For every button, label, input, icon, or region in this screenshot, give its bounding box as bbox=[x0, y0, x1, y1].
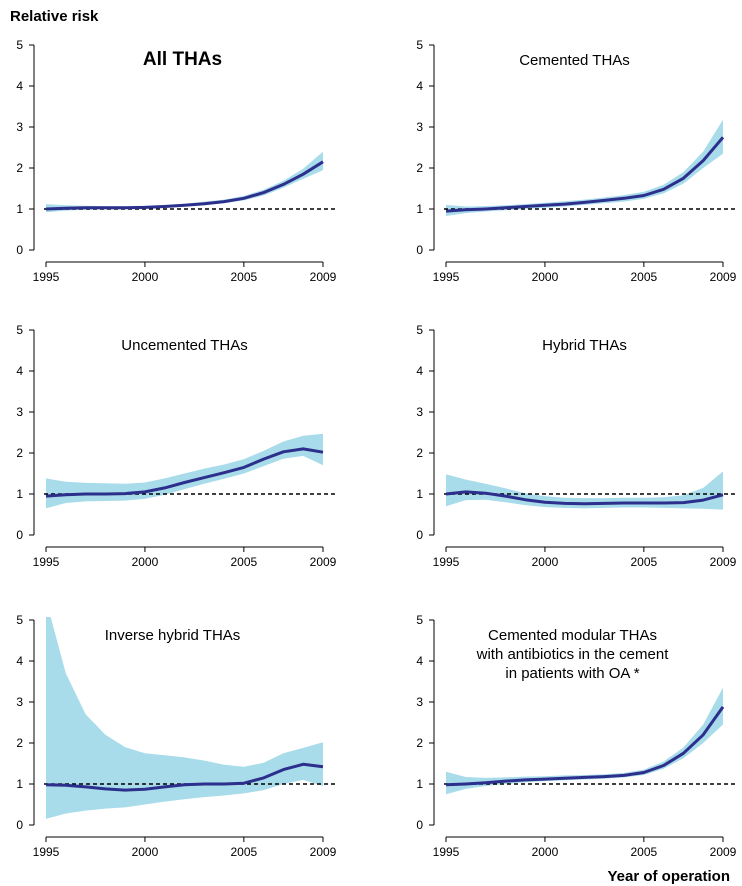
x-tick-label: 2005 bbox=[231, 845, 258, 859]
y-tick-label: 4 bbox=[416, 364, 423, 378]
y-tick-label: 3 bbox=[416, 405, 423, 419]
confidence-band bbox=[446, 471, 723, 510]
panel-cemented-modular-thas: 0 1 2 3 4 5 1995 2000 2005 2009 Cemented modular T… bbox=[416, 613, 736, 859]
y-tick-label: 0 bbox=[416, 243, 423, 257]
y-tick-label: 4 bbox=[16, 654, 23, 668]
panel-hybrid-thas: 0 1 2 3 4 5 1995 2000 2005 2009 Hybrid THAs bbox=[416, 323, 736, 569]
x-tick-label: 2000 bbox=[132, 270, 159, 284]
x-tick-label: 2005 bbox=[231, 555, 258, 569]
x-axis-label: Year of operation bbox=[607, 868, 730, 885]
estimate-line bbox=[45, 160, 324, 211]
x-tick-label: 2005 bbox=[631, 270, 658, 284]
x-tick-label: 1995 bbox=[433, 555, 460, 569]
x-tick-label: 2000 bbox=[532, 555, 559, 569]
estimate-line bbox=[445, 136, 725, 213]
panel-title: Hybrid THAs bbox=[542, 337, 627, 354]
y-tick-label: 2 bbox=[16, 736, 23, 750]
y-tick-label: 2 bbox=[416, 161, 423, 175]
y-tick-label: 4 bbox=[16, 79, 23, 93]
y-tick-label: 3 bbox=[416, 120, 423, 134]
panel-title: in patients with OA * bbox=[505, 665, 639, 682]
panel-title: Inverse hybrid THAs bbox=[105, 627, 241, 644]
panel-inverse-hybrid-thas: 0 1 2 3 4 5 1995 2000 2005 2009 Inverse hybrid THA… bbox=[16, 613, 337, 859]
panel-title: Cemented modular THAs bbox=[488, 627, 657, 644]
confidence-band bbox=[46, 617, 323, 819]
y-tick-label: 0 bbox=[416, 528, 423, 542]
y-tick-label: 3 bbox=[16, 695, 23, 709]
x-tick-label: 2009 bbox=[310, 845, 337, 859]
y-tick-label: 5 bbox=[416, 323, 423, 337]
x-tick-label: 2000 bbox=[132, 845, 159, 859]
y-tick-label: 1 bbox=[16, 202, 23, 216]
x-tick-label: 2005 bbox=[631, 555, 658, 569]
panel-title: All THAs bbox=[143, 49, 222, 70]
y-tick-label: 1 bbox=[16, 487, 23, 501]
x-tick-label: 2005 bbox=[231, 270, 258, 284]
x-tick-label: 2005 bbox=[631, 845, 658, 859]
y-axis-label: Relative risk bbox=[10, 8, 99, 25]
x-tick-label: 2009 bbox=[710, 270, 737, 284]
x-tick-label: 2000 bbox=[532, 845, 559, 859]
x-tick-label: 1995 bbox=[33, 270, 60, 284]
y-tick-label: 5 bbox=[16, 613, 23, 627]
y-tick-label: 0 bbox=[16, 528, 23, 542]
y-tick-label: 1 bbox=[416, 202, 423, 216]
panel-title: Uncemented THAs bbox=[121, 337, 247, 354]
panel-cemented-thas: 0 1 2 3 4 5 1995 2000 2005 2009 Cemented THAs bbox=[416, 38, 736, 284]
y-tick-label: 1 bbox=[416, 777, 423, 791]
y-tick-label: 5 bbox=[16, 323, 23, 337]
estimate-line bbox=[445, 490, 724, 506]
y-tick-label: 2 bbox=[16, 446, 23, 460]
panel-title: Cemented THAs bbox=[519, 52, 630, 69]
y-tick-label: 1 bbox=[416, 487, 423, 501]
y-tick-label: 0 bbox=[16, 818, 23, 832]
y-tick-label: 0 bbox=[416, 818, 423, 832]
y-tick-label: 0 bbox=[16, 243, 23, 257]
confidence-band bbox=[46, 433, 323, 509]
estimate-line bbox=[45, 447, 324, 498]
x-tick-label: 2000 bbox=[132, 555, 159, 569]
x-tick-label: 1995 bbox=[433, 845, 460, 859]
x-tick-label: 2009 bbox=[310, 555, 337, 569]
y-tick-label: 4 bbox=[416, 654, 423, 668]
panel-title: with antibiotics in the cement bbox=[476, 646, 670, 663]
y-tick-label: 2 bbox=[416, 446, 423, 460]
y-tick-label: 3 bbox=[16, 405, 23, 419]
y-tick-label: 3 bbox=[16, 120, 23, 134]
y-tick-label: 5 bbox=[16, 38, 23, 52]
x-tick-label: 2000 bbox=[532, 270, 559, 284]
y-tick-label: 3 bbox=[416, 695, 423, 709]
x-tick-label: 1995 bbox=[433, 270, 460, 284]
x-tick-label: 2009 bbox=[710, 845, 737, 859]
panel-uncemented-thas: 0 1 2 3 4 5 1995 2000 2005 2009 Uncemented THAs bbox=[16, 323, 336, 569]
y-tick-label: 1 bbox=[16, 777, 23, 791]
y-tick-label: 5 bbox=[416, 613, 423, 627]
x-tick-label: 1995 bbox=[33, 845, 60, 859]
x-tick-label: 2009 bbox=[710, 555, 737, 569]
y-tick-label: 2 bbox=[416, 736, 423, 750]
confidence-band bbox=[46, 151, 323, 213]
y-tick-label: 2 bbox=[16, 161, 23, 175]
estimate-line bbox=[45, 762, 324, 792]
panel-all-thas: 0 1 2 3 4 5 1995 2000 2005 2009 All THAs bbox=[16, 38, 336, 284]
y-tick-label: 4 bbox=[16, 364, 23, 378]
x-tick-label: 1995 bbox=[33, 555, 60, 569]
estimate-line bbox=[445, 706, 725, 787]
x-tick-label: 2009 bbox=[310, 270, 337, 284]
y-tick-label: 5 bbox=[416, 38, 423, 52]
y-tick-label: 4 bbox=[416, 79, 423, 93]
